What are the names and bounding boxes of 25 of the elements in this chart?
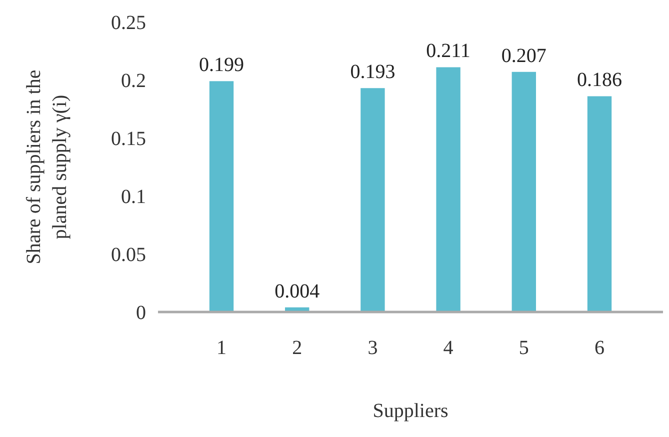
bar xyxy=(209,81,234,312)
x-tick-label: 4 xyxy=(443,337,454,359)
data-label: 0.193 xyxy=(350,61,396,84)
data-label: 0.207 xyxy=(501,44,546,67)
data-label: 0.186 xyxy=(576,69,622,92)
bar xyxy=(360,88,385,312)
bar xyxy=(587,96,612,312)
x-tick-label: 5 xyxy=(518,337,529,359)
y-axis-title: Share of suppliers in the planed supply γ(i) xyxy=(23,70,71,264)
bar xyxy=(436,67,460,312)
y-tick-label: 0.2 xyxy=(121,70,146,92)
bar xyxy=(512,72,536,312)
x-tick-label: 6 xyxy=(594,337,604,359)
y-tick-label: 0.1 xyxy=(121,186,146,208)
x-axis-title: Suppliers xyxy=(372,400,448,422)
y-tick-label: 0 xyxy=(136,302,146,324)
y-tick-label: 0.25 xyxy=(111,12,146,34)
x-tick-label: 3 xyxy=(368,337,378,359)
y-tick-label: 0.15 xyxy=(111,128,146,150)
data-label: 0.211 xyxy=(426,40,470,62)
x-tick-label: 2 xyxy=(292,337,302,359)
y-tick-label: 0.05 xyxy=(111,244,146,266)
data-label: 0.199 xyxy=(199,54,244,76)
data-label: 0.004 xyxy=(274,280,320,302)
x-tick-label: 1 xyxy=(216,337,227,359)
